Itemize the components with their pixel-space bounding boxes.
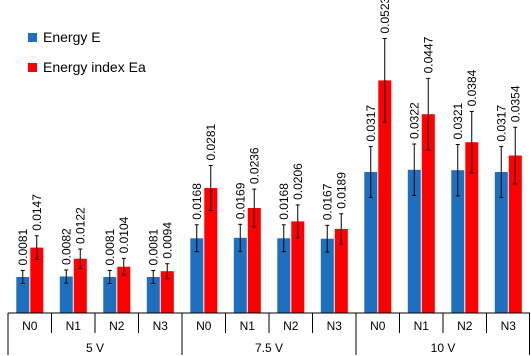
category-label-11: N3 [501, 319, 517, 333]
bar-energy-index-9 [421, 114, 435, 313]
data-label-energy-index-10: 0.0384 [465, 69, 479, 106]
data-label-energy-e-5: 0.0169 [233, 182, 247, 219]
data-label-energy-e-0: 0.0081 [16, 228, 30, 265]
bar-energy-index-11 [508, 155, 522, 313]
data-label-energy-e-11: 0.0317 [494, 105, 508, 142]
legend-label-energy-e: Energy E [43, 29, 101, 45]
category-label-3: N3 [153, 319, 169, 333]
legend-swatch-energy-e [28, 32, 37, 42]
bar-energy-index-10 [465, 142, 479, 313]
data-label-energy-e-4: 0.0168 [190, 183, 204, 220]
bar-energy-index-3 [160, 271, 174, 313]
bar-energy-index-1 [73, 258, 87, 313]
data-label-energy-e-9: 0.0322 [407, 102, 421, 139]
bar-energy-e-3 [146, 277, 160, 313]
category-label-6: N2 [283, 319, 299, 333]
bar-energy-e-2 [103, 277, 117, 313]
category-label-4: N0 [196, 319, 212, 333]
data-label-energy-index-7: 0.0189 [334, 172, 348, 209]
data-label-energy-index-0: 0.0147 [30, 194, 44, 231]
data-label-energy-e-8: 0.0317 [364, 105, 378, 142]
bar-energy-index-4 [204, 188, 218, 313]
data-label-energy-index-1: 0.0122 [73, 207, 87, 244]
bar-energy-index-0 [30, 247, 44, 313]
bar-energy-e-9 [407, 169, 421, 313]
data-label-energy-index-6: 0.0206 [291, 163, 305, 200]
bar-energy-e-1 [59, 276, 73, 313]
data-label-energy-e-1: 0.0082 [59, 228, 73, 265]
bar-energy-e-10 [451, 170, 465, 313]
legend-label-energy-index: Energy index Ea [43, 59, 146, 75]
bar-energy-e-5 [233, 237, 247, 313]
bar-energy-index-7 [334, 228, 348, 313]
legend-swatch-energy-index [28, 62, 37, 72]
bar-energy-e-8 [364, 172, 378, 313]
group-label-0: 5 V [86, 341, 104, 355]
legend: Energy E Energy index Ea [28, 26, 146, 86]
data-label-energy-index-3: 0.0094 [160, 222, 174, 259]
legend-item-energy-index: Energy index Ea [28, 56, 146, 78]
data-label-energy-index-8: 0.0523 [378, 0, 392, 34]
data-label-energy-index-11: 0.0354 [508, 85, 522, 122]
data-label-energy-e-7: 0.0167 [320, 183, 334, 220]
category-label-0: N0 [22, 319, 38, 333]
data-label-energy-e-3: 0.0081 [146, 228, 160, 265]
bar-energy-index-2 [117, 266, 131, 313]
bar-energy-index-5 [247, 208, 261, 313]
legend-item-energy-e: Energy E [28, 26, 146, 48]
data-label-energy-e-6: 0.0168 [277, 183, 291, 220]
data-label-energy-index-9: 0.0447 [421, 36, 435, 73]
bar-energy-e-6 [277, 238, 291, 313]
data-label-energy-index-5: 0.0236 [247, 147, 261, 184]
category-label-8: N0 [370, 319, 386, 333]
data-label-energy-index-4: 0.0281 [204, 123, 218, 160]
data-label-energy-e-10: 0.0321 [451, 102, 465, 139]
category-label-2: N2 [109, 319, 125, 333]
category-label-10: N2 [457, 319, 473, 333]
bar-energy-e-7 [320, 238, 334, 313]
bar-energy-index-8 [378, 80, 392, 314]
bar-energy-e-0 [16, 277, 30, 313]
bar-energy-index-6 [291, 221, 305, 313]
data-label-energy-index-2: 0.0104 [117, 216, 131, 253]
group-label-2: 10 V [431, 341, 456, 355]
category-label-5: N1 [240, 319, 256, 333]
category-label-1: N1 [66, 319, 82, 333]
category-label-7: N3 [327, 319, 343, 333]
category-label-9: N1 [414, 319, 430, 333]
data-label-energy-e-2: 0.0081 [103, 228, 117, 265]
bar-energy-e-11 [494, 172, 508, 313]
group-label-1: 7.5 V [255, 341, 283, 355]
bar-energy-e-4 [190, 238, 204, 313]
